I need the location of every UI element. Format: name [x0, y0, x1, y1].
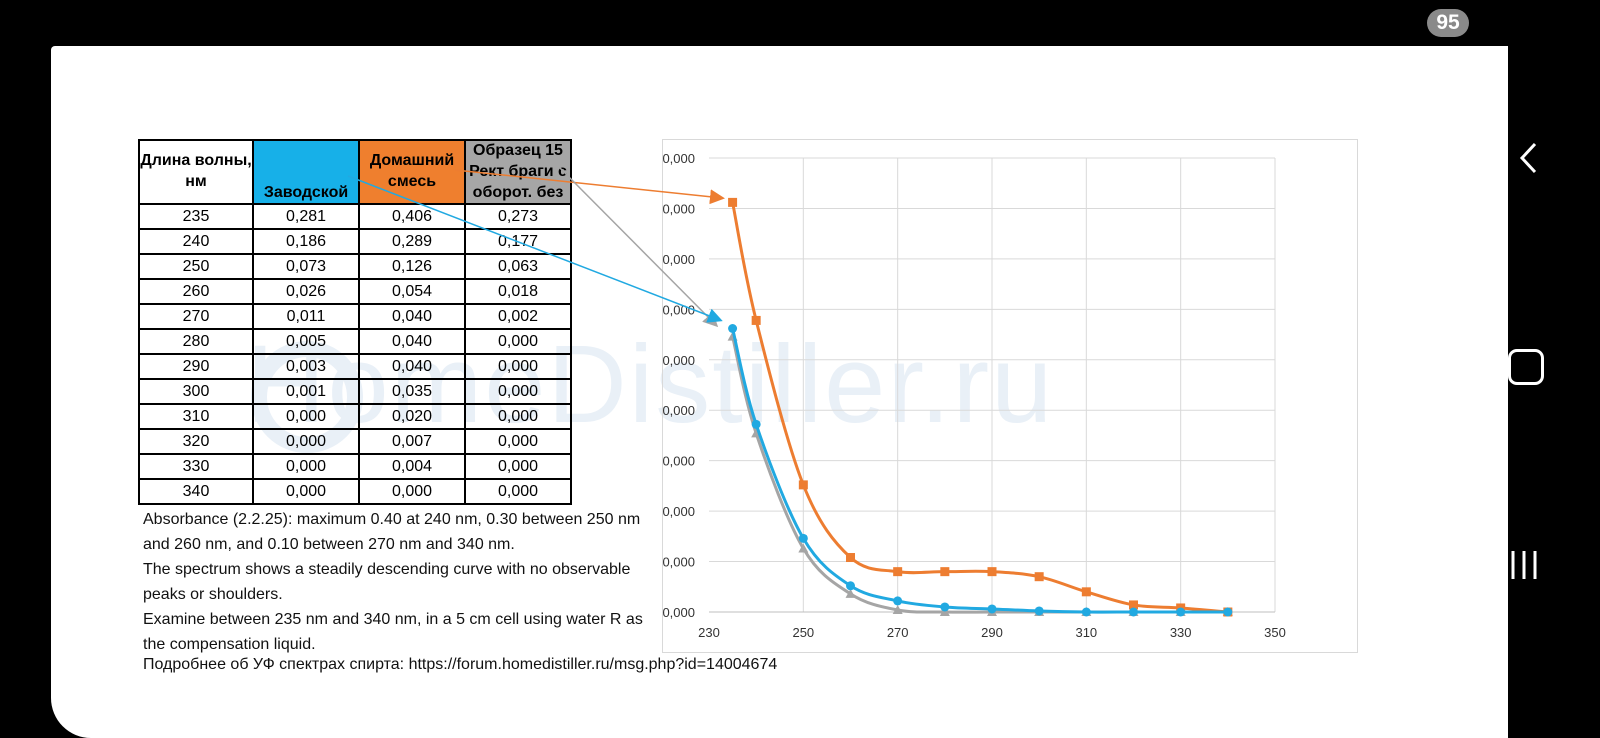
absorbance-cell: 0,177	[464, 228, 572, 256]
wavelength-cell: 330	[138, 453, 254, 481]
absorbance-cell: 0,000	[464, 353, 572, 381]
header-home-mix: Домашний смесь	[358, 138, 466, 206]
absorbance-cell: 0,020	[358, 403, 466, 431]
absorbance-cell: 0,002	[464, 303, 572, 331]
wavelength-cell: 270	[138, 303, 254, 331]
wavelength-cell: 235	[138, 203, 254, 231]
wavelength-cell: 240	[138, 228, 254, 256]
chart-frame	[662, 139, 1358, 653]
absorbance-cell: 0,000	[464, 328, 572, 356]
wavelength-cell: 310	[138, 403, 254, 431]
wavelength-cell: 260	[138, 278, 254, 306]
absorbance-cell: 0,289	[358, 228, 466, 256]
wavelength-cell: 280	[138, 328, 254, 356]
forum-link-text: Подробнее об УФ спектрах спирта: https:/…	[143, 656, 778, 673]
absorbance-cell: 0,000	[252, 478, 360, 506]
note-spectrum: The spectrum shows a steadily descending…	[143, 561, 631, 603]
image-card: HomeDistiller.ru Длина волны, нм Заводск…	[51, 46, 1508, 738]
absorbance-cell: 0,040	[358, 353, 466, 381]
absorbance-cell: 0,018	[464, 278, 572, 306]
wavelength-cell: 290	[138, 353, 254, 381]
header-factory: Заводской	[252, 138, 360, 206]
absorbance-cell: 0,126	[358, 253, 466, 281]
absorbance-cell: 0,001	[252, 378, 360, 406]
note-examine: Examine between 235 nm and 340 nm, in a …	[143, 611, 643, 653]
table-row: 260 0,026 0,054 0,018	[138, 278, 572, 306]
absorbance-cell: 0,026	[252, 278, 360, 306]
absorbance-cell: 0,000	[464, 428, 572, 456]
wavelength-cell: 320	[138, 428, 254, 456]
absorbance-cell: 0,000	[252, 428, 360, 456]
absorbance-cell: 0,000	[464, 378, 572, 406]
table-row: 340 0,000 0,000 0,000	[138, 478, 572, 506]
wavelength-cell: 250	[138, 253, 254, 281]
absorbance-cell: 0,005	[252, 328, 360, 356]
absorbance-cell: 0,000	[464, 478, 572, 506]
absorbance-table: Длина волны, нм Заводской Домашний смесь…	[138, 138, 572, 506]
absorbance-cell: 0,011	[252, 303, 360, 331]
absorbance-cell: 0,000	[464, 453, 572, 481]
absorbance-cell: 0,000	[358, 478, 466, 506]
absorbance-cell: 0,073	[252, 253, 360, 281]
home-icon[interactable]	[1508, 349, 1544, 385]
table-row: 310 0,000 0,020 0,000	[138, 403, 572, 431]
table-body: 235 0,281 0,406 0,273 240 0,186 0,289 0,177 250 0…	[138, 203, 572, 506]
notification-count-badge: 95	[1427, 9, 1469, 37]
table-row: 270 0,011 0,040 0,002	[138, 303, 572, 331]
absorbance-cell: 0,273	[464, 203, 572, 231]
absorbance-cell: 0,040	[358, 303, 466, 331]
table-row: 240 0,186 0,289 0,177	[138, 228, 572, 256]
table-row: 280 0,005 0,040 0,000	[138, 328, 572, 356]
absorbance-cell: 0,004	[358, 453, 466, 481]
absorbance-cell: 0,281	[252, 203, 360, 231]
recent-apps-icon[interactable]	[1507, 548, 1541, 582]
note-absorbance: Absorbance (2.2.25): maximum 0.40 at 240…	[143, 511, 641, 553]
notes-block: Absorbance (2.2.25): maximum 0.40 at 240…	[143, 507, 663, 657]
wavelength-cell: 300	[138, 378, 254, 406]
table-row: 235 0,281 0,406 0,273	[138, 203, 572, 231]
table-row: 330 0,000 0,004 0,000	[138, 453, 572, 481]
absorbance-cell: 0,000	[252, 403, 360, 431]
wavelength-cell: 340	[138, 478, 254, 506]
absorbance-cell: 0,406	[358, 203, 466, 231]
table-row: 250 0,073 0,126 0,063	[138, 253, 572, 281]
absorbance-cell: 0,054	[358, 278, 466, 306]
absorbance-cell: 0,000	[252, 453, 360, 481]
table-header-row: Длина волны, нм Заводской Домашний смесь…	[138, 138, 572, 206]
back-icon[interactable]	[1510, 138, 1550, 178]
absorbance-cell: 0,000	[464, 403, 572, 431]
table-row: 320 0,000 0,007 0,000	[138, 428, 572, 456]
header-sample-15: Образец 15 Рект браги с оборот. без	[464, 138, 572, 206]
absorbance-cell: 0,003	[252, 353, 360, 381]
absorbance-cell: 0,035	[358, 378, 466, 406]
header-wavelength: Длина волны, нм	[138, 138, 254, 206]
table-row: 300 0,001 0,035 0,000	[138, 378, 572, 406]
absorbance-cell: 0,063	[464, 253, 572, 281]
table-row: 290 0,003 0,040 0,000	[138, 353, 572, 381]
absorbance-cell: 0,186	[252, 228, 360, 256]
absorbance-cell: 0,007	[358, 428, 466, 456]
absorbance-cell: 0,040	[358, 328, 466, 356]
